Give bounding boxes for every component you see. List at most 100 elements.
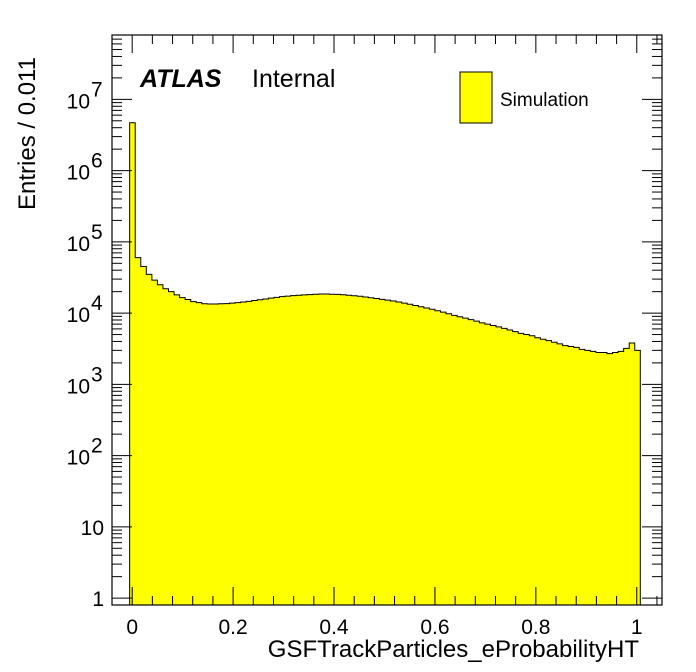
histogram-bar: [634, 350, 641, 605]
histogram-bar: [273, 297, 280, 605]
histogram-bar: [396, 302, 402, 605]
histogram-bar: [240, 302, 247, 605]
histogram-bar: [473, 321, 480, 605]
histogram-bar: [384, 300, 391, 605]
histogram-bar: [584, 350, 591, 605]
histogram-bar: [140, 266, 147, 605]
histogram-bar: [390, 300, 397, 605]
histogram-bar: [579, 349, 586, 605]
histogram-bar: [318, 294, 325, 605]
histogram-bar: [418, 306, 425, 605]
histogram-bar: [562, 345, 569, 605]
histogram-bar: [196, 302, 203, 605]
x-axis-title: GSFTrackParticles_eProbabilityHT: [268, 636, 640, 663]
histogram-bar: [429, 309, 436, 605]
y-tick-label: 1: [92, 588, 104, 611]
histogram-bar: [329, 294, 336, 605]
histogram-bar: [218, 303, 225, 605]
histogram-bar: [462, 318, 469, 605]
histogram-bar: [151, 280, 158, 605]
histogram-bar: [490, 325, 497, 605]
histogram-bar: [257, 299, 264, 605]
y-tick-label: 10: [67, 233, 90, 256]
y-tick-exponent: 6: [91, 150, 103, 173]
histogram-bar: [601, 352, 608, 605]
plot-frame: [111, 34, 663, 606]
histogram-bar: [224, 303, 230, 605]
atlas-label: ATLAS: [139, 65, 222, 93]
histogram-bar: [168, 291, 175, 605]
histogram-bar: [268, 298, 275, 605]
histogram-bar: [534, 337, 541, 605]
histogram-bar: [540, 339, 547, 605]
histogram-bar: [157, 284, 164, 605]
histogram-bar: [307, 294, 314, 605]
histogram-bar: [595, 352, 602, 605]
histogram-bar: [229, 303, 236, 605]
histogram-bar: [279, 296, 286, 605]
histogram-bar: [185, 299, 192, 605]
histogram-bar: [207, 304, 214, 605]
histogram-bar: [412, 305, 419, 605]
x-tick-label: 0.2: [218, 616, 247, 639]
histogram-bar: [246, 301, 253, 605]
y-tick-exponent: 4: [91, 292, 103, 315]
histogram-bar: [146, 274, 153, 605]
atlas-status-label: Internal: [252, 65, 335, 93]
x-tick-labels: 0 0.2 0.4 0.6 0.8 1: [126, 616, 642, 639]
y-tick-label: 10: [67, 90, 90, 113]
histogram-bar: [457, 316, 464, 605]
histogram-bar: [407, 304, 414, 605]
x-tick-label: 0.4: [319, 616, 349, 639]
y-tick-label: 10: [67, 447, 90, 470]
histogram-bar: [451, 315, 458, 605]
histogram-bar: [379, 299, 386, 605]
x-tick-label: 0.8: [521, 616, 550, 639]
histogram-bar: [612, 352, 619, 605]
histogram-bar: [235, 302, 242, 605]
histogram-bar: [357, 296, 364, 605]
histogram-bar: [212, 304, 219, 605]
histogram-bar: [529, 335, 536, 605]
histogram-bar: [162, 288, 169, 605]
legend-swatch: [459, 71, 493, 124]
histogram-bar: [351, 295, 358, 605]
y-tick-exponent: 7: [91, 78, 103, 101]
histogram-bar: [362, 297, 369, 605]
histogram-bar: [174, 294, 180, 605]
y-tick-exponent: 3: [91, 363, 103, 386]
histogram-bar: [312, 294, 319, 605]
histogram-bar: [423, 307, 430, 605]
x-tick-label: 1: [631, 616, 643, 639]
histogram-bar: [346, 295, 353, 605]
histogram-bar: [495, 326, 502, 605]
histogram-bar: [523, 334, 530, 605]
histogram-bar: [618, 351, 624, 605]
histogram-bar: [479, 322, 486, 605]
histogram-bar: [335, 294, 341, 605]
histogram-bar: [623, 348, 630, 605]
histogram-bar: [568, 346, 575, 605]
x-tick-label: 0.6: [420, 616, 449, 639]
histogram-bar: [507, 329, 513, 605]
y-tick-exponent: 2: [91, 435, 103, 458]
histogram-bar: [468, 319, 475, 605]
histogram-bar: [296, 295, 303, 605]
histogram-bar: [501, 328, 508, 605]
y-tick-label: 10: [67, 304, 90, 327]
histogram-bar: [285, 296, 291, 605]
histogram-bar: [290, 295, 297, 605]
legend-entry: Simulation: [500, 90, 589, 111]
histogram-bar: [129, 122, 136, 606]
y-tick-exponent: 5: [91, 221, 103, 244]
histogram-bar: [629, 343, 636, 605]
histogram-bar: [135, 257, 142, 605]
histogram-bars: [129, 122, 641, 606]
histogram-bar: [607, 353, 613, 605]
histogram-bar: [373, 298, 380, 605]
histogram-bar: [446, 313, 452, 605]
y-tick-label: 10: [81, 517, 104, 540]
histogram-bar: [434, 310, 441, 605]
